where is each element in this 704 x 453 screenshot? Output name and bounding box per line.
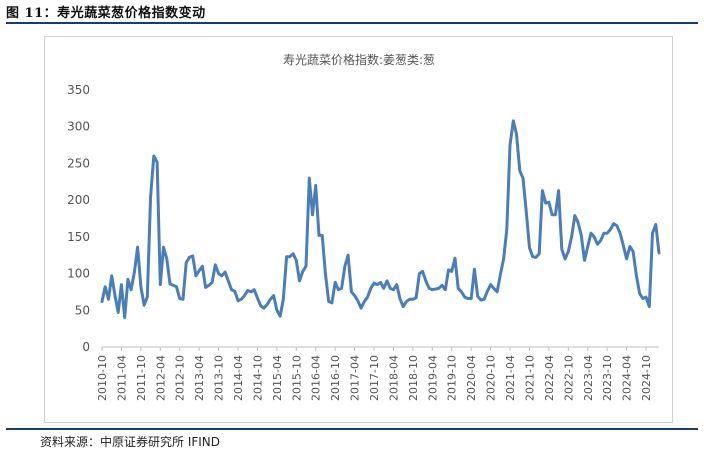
x-tick-label: 2017-10 — [368, 355, 381, 401]
x-tick-label: 2014-04 — [232, 355, 245, 401]
y-tick-label: 300 — [67, 120, 90, 134]
y-tick-label: 50 — [75, 303, 90, 317]
x-tick-label: 2023-10 — [601, 355, 614, 401]
figure-title: 图 11：寿光蔬菜葱价格指数变动 — [6, 6, 206, 21]
x-tick-label: 2017-04 — [349, 355, 362, 401]
y-axis: 0 50 100 150 200 250 300 350 — [67, 83, 90, 354]
y-tick-label: 250 — [67, 156, 90, 170]
x-tick-label: 2013-04 — [193, 355, 206, 401]
x-tick-label: 2019-10 — [446, 355, 459, 401]
line-chart: 寿光蔬菜价格指数:姜葱类:葱 0 50 100 150 200 250 300 350 201… — [67, 52, 661, 401]
bottom-rule — [6, 428, 698, 430]
x-tick-label: 2020-04 — [465, 355, 478, 401]
x-tick-label: 2016-04 — [310, 355, 323, 401]
x-tick-label: 2022-04 — [543, 355, 556, 401]
series-line — [100, 119, 661, 320]
x-tick-label: 2018-04 — [387, 355, 400, 401]
x-tick-label: 2015-10 — [290, 355, 303, 401]
x-tick-label: 2020-10 — [485, 355, 498, 401]
top-rule — [6, 22, 698, 24]
y-tick-label: 350 — [67, 83, 90, 97]
x-tick-label: 2024-04 — [621, 355, 634, 401]
x-tick-label: 2012-10 — [174, 355, 187, 401]
x-tick-label: 2014-10 — [251, 355, 264, 401]
x-tick-label: 2011-04 — [115, 355, 128, 401]
x-tick-label: 2011-10 — [135, 355, 148, 401]
y-tick-label: 100 — [67, 267, 90, 281]
x-tick-label: 2018-10 — [407, 355, 420, 401]
y-tick-label: 200 — [67, 193, 90, 207]
chart-container: 寿光蔬菜价格指数:姜葱类:葱 0 50 100 150 200 250 300 350 201… — [44, 36, 673, 423]
source-note: 资料来源：中原证券研究所 IFIND — [40, 435, 221, 449]
x-tick-label: 2019-04 — [426, 355, 439, 401]
x-tick-label: 2021-04 — [504, 355, 517, 401]
x-tick-label: 2013-10 — [213, 355, 226, 401]
x-tick-label: 2024-10 — [640, 355, 653, 401]
x-tick-label: 2015-04 — [271, 355, 284, 401]
x-tick-label: 2010-10 — [96, 355, 109, 401]
x-tick-label: 2021-10 — [523, 355, 536, 401]
x-axis-labels: 2010-10 2011-04 2011-10 2012-04 2012-10 2013-… — [96, 355, 653, 401]
chart-title: 寿光蔬菜价格指数:姜葱类:葱 — [283, 52, 435, 67]
y-tick-label: 0 — [82, 340, 90, 354]
x-tick-label: 2016-10 — [329, 355, 342, 401]
x-tick-label: 2022-10 — [562, 355, 575, 401]
y-tick-label: 150 — [67, 230, 90, 244]
x-axis-ticks — [101, 347, 647, 351]
x-tick-label: 2012-04 — [154, 355, 167, 401]
x-tick-label: 2023-04 — [582, 355, 595, 401]
